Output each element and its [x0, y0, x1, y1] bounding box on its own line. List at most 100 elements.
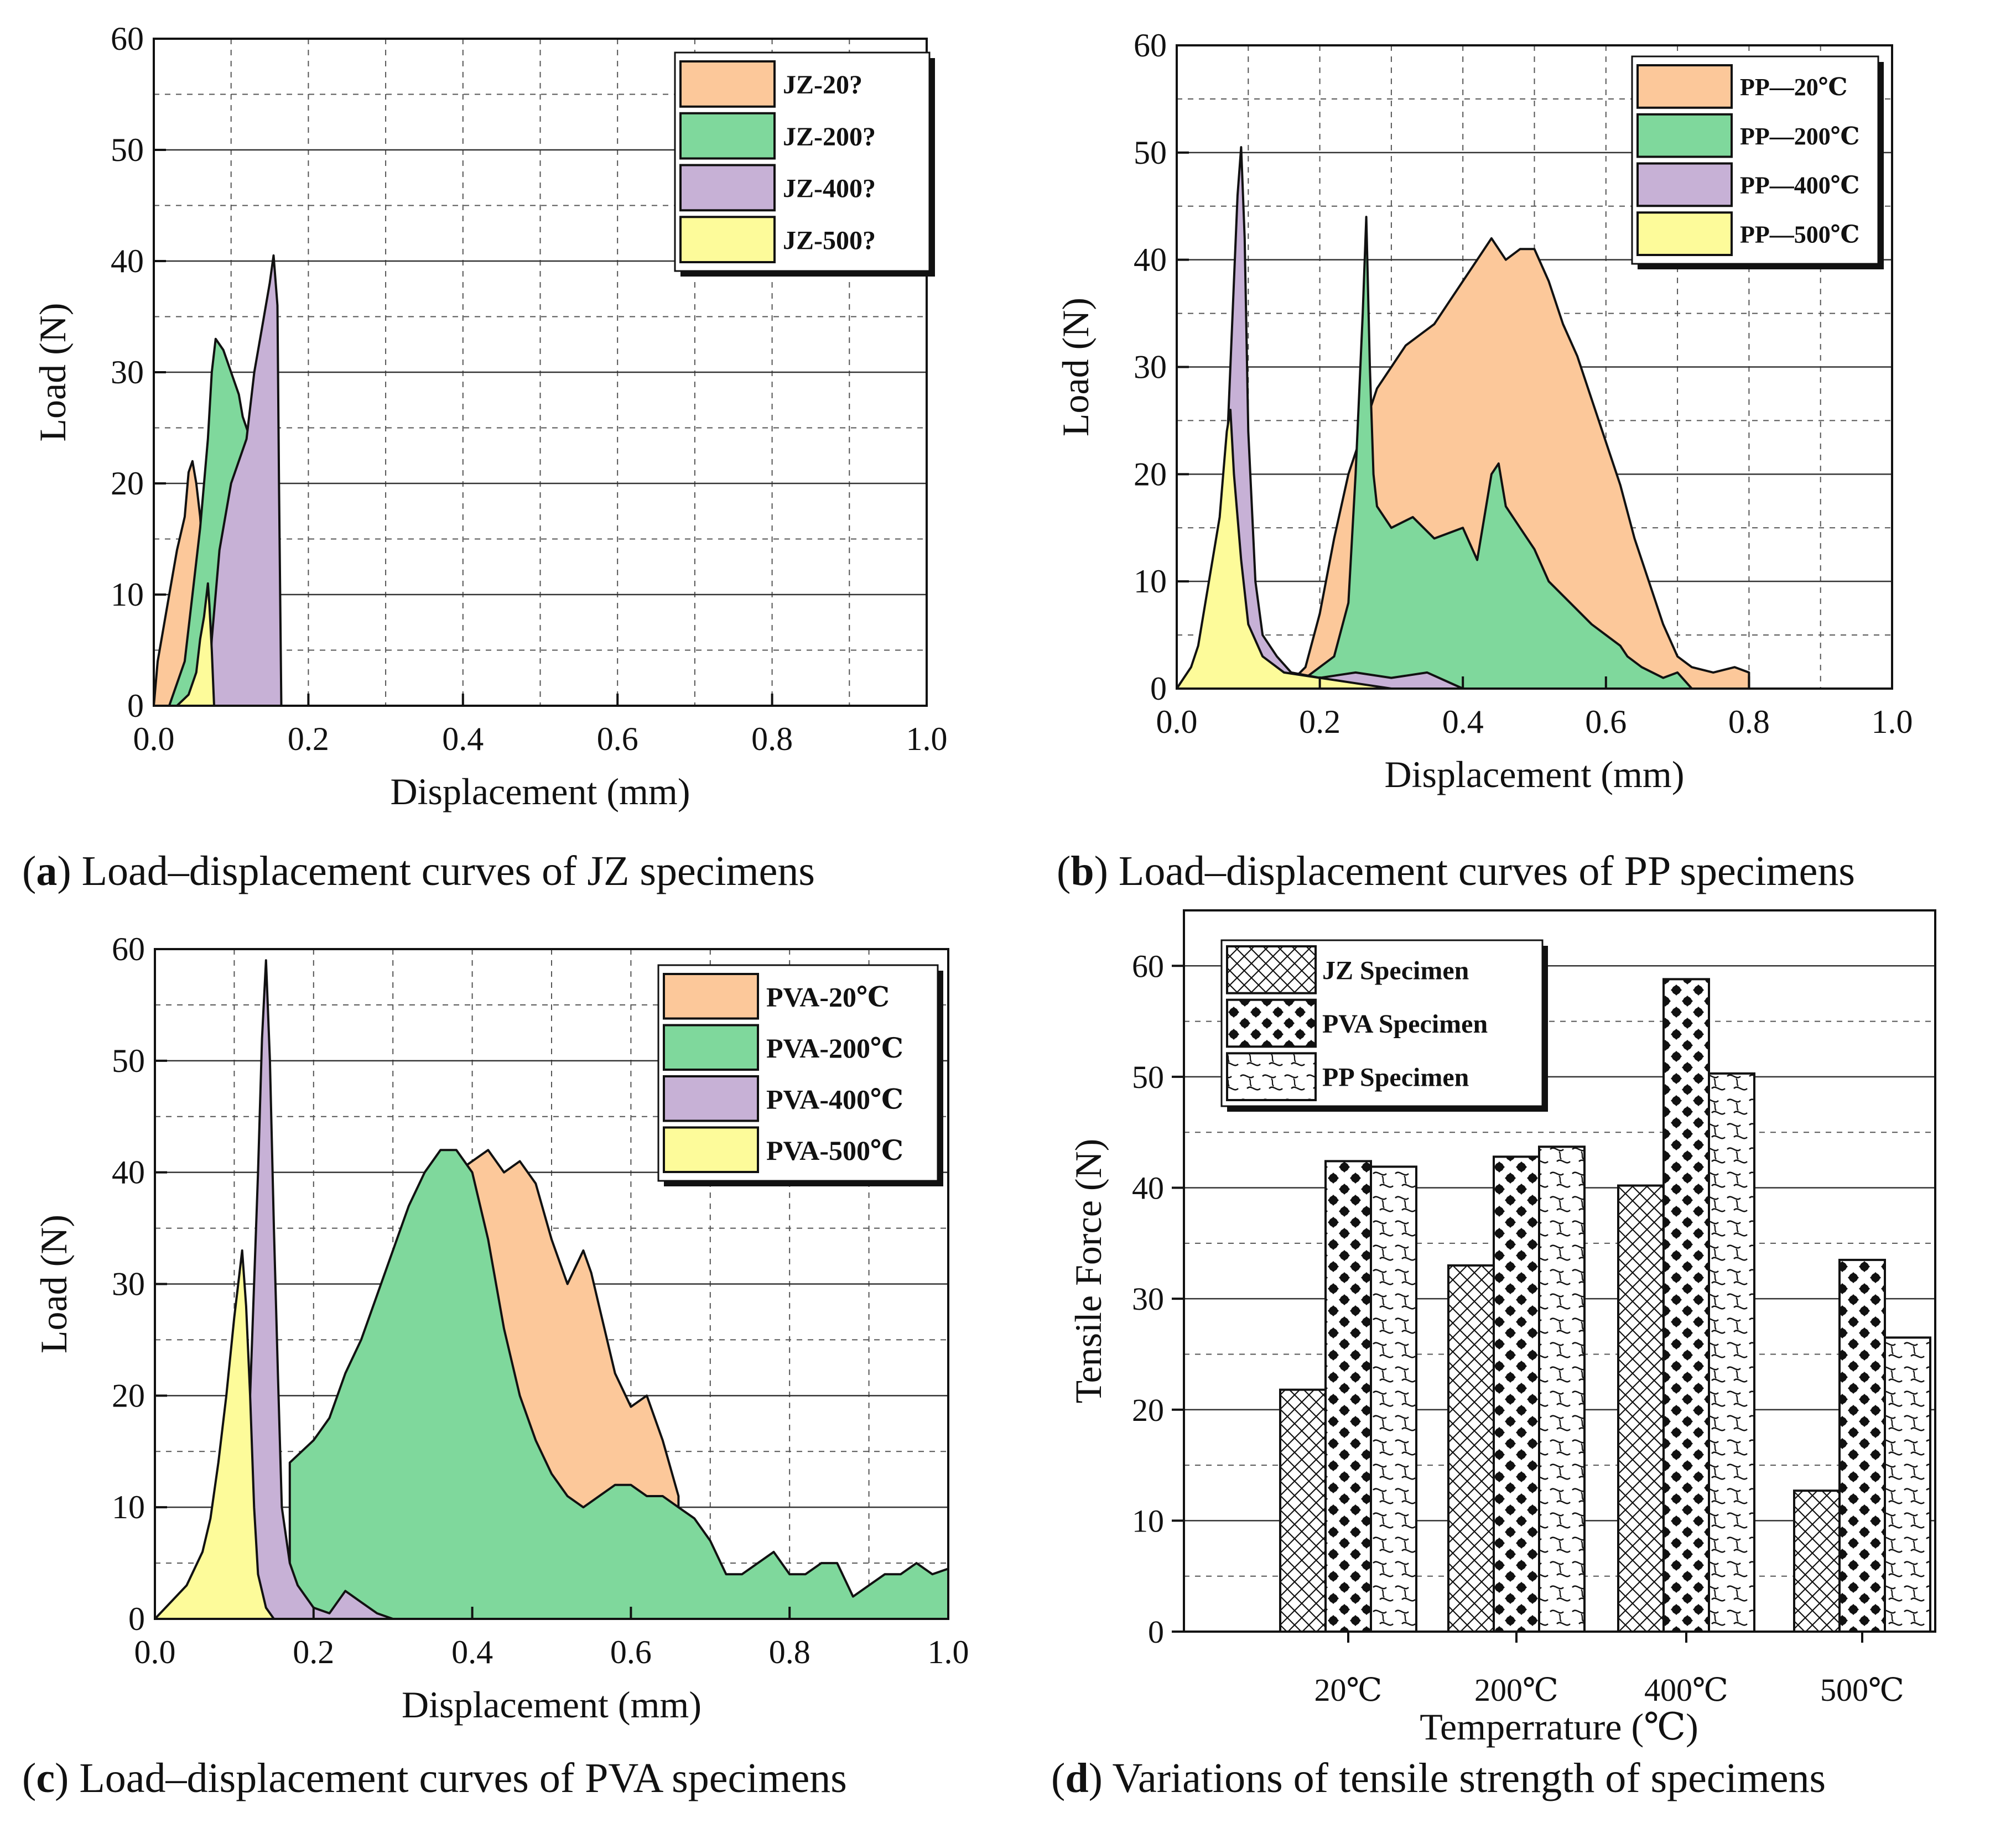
legend: JZ-20? JZ-200? JZ-400? JZ-500?: [674, 51, 935, 277]
series-group: [153, 254, 283, 707]
y-tick-label: 0: [1150, 670, 1167, 707]
x-category-label: 500℃: [1820, 1672, 1904, 1708]
series-group: [1176, 146, 1750, 690]
y-tick-label: 50: [111, 132, 144, 168]
legend-label: PVA Specimen: [1322, 1009, 1488, 1039]
axis-ticks: 0.0 0.2 0.4 0.6 0.8 1.0 0 10 20 30 40 50 60: [1134, 27, 1913, 740]
y-tick-label: 0: [127, 687, 144, 724]
bar-wave: [1538, 1145, 1586, 1633]
x-tick-label: 1.0: [928, 1634, 969, 1670]
y-tick-label: 30: [111, 354, 144, 390]
legend-swatch-purple: [679, 164, 776, 212]
legend: PVA-20℃ PVA-200℃ PVA-400℃ PVA-500℃: [657, 964, 943, 1186]
x-tick-label: 0.0: [133, 721, 175, 757]
caption-letter: a: [36, 848, 57, 894]
series-area-purple: [233, 959, 394, 1620]
x-axis-label: Displacement (mm): [1385, 753, 1685, 795]
y-tick-label: 20: [1134, 456, 1167, 492]
x-tick-label: 0.0: [134, 1634, 176, 1670]
legend-label: PP—500℃: [1740, 221, 1859, 248]
legend-swatch-purple: [663, 1075, 759, 1122]
y-tick-label: 20: [111, 465, 144, 502]
caption-paren: (: [1057, 848, 1071, 894]
y-tick-label: 10: [111, 576, 144, 613]
x-tick-label: 0.2: [1299, 704, 1340, 740]
x-tick-label: 0.6: [610, 1634, 652, 1670]
legend-swatch-crosshatch: [1226, 945, 1317, 994]
legend-swatch-orange: [663, 973, 759, 1020]
x-axis-label: Displacement (mm): [402, 1684, 702, 1726]
legend-label: JZ-500?: [783, 226, 876, 255]
bar-wave: [1884, 1336, 1931, 1633]
legend-swatch-purple: [1636, 162, 1733, 207]
y-tick-label: 60: [112, 931, 145, 967]
panel-caption: (d) Variations of tensile strength of sp…: [1051, 1755, 1826, 1801]
legend-label: PP—200℃: [1740, 123, 1859, 150]
y-tick-label: 20: [1132, 1392, 1164, 1428]
legend-swatch-dots: [1226, 998, 1317, 1048]
legend-swatch-green: [1636, 113, 1733, 158]
x-tick-label: 0.2: [293, 1634, 334, 1670]
legend-label: PP—400℃: [1740, 172, 1859, 199]
bar-dots: [1662, 978, 1710, 1633]
series-area-yellow: [154, 1249, 276, 1620]
bar-dots: [1493, 1155, 1540, 1633]
series-area-purple: [206, 254, 283, 707]
bar-crosshatch: [1617, 1184, 1665, 1633]
y-tick-label: 60: [1134, 27, 1167, 64]
x-tick-label: 0.4: [451, 1634, 493, 1670]
x-axis-label: Displacement (mm): [391, 770, 690, 812]
x-tick-label: 0.8: [769, 1634, 810, 1670]
legend-swatch-yellow: [663, 1126, 759, 1173]
legend-label: JZ-20?: [783, 70, 862, 100]
axis-ticks: 0.0 0.2 0.4 0.6 0.8 1.0 0 10 20 30 40 50 60: [111, 20, 948, 757]
panel-caption: (c) Load–displacement curves of PVA spec…: [22, 1755, 847, 1801]
legend-swatch-yellow: [679, 216, 776, 263]
legend-label: PVA-200℃: [766, 1033, 903, 1064]
x-tick-label: 0.2: [288, 721, 329, 757]
y-tick-label: 40: [1134, 242, 1167, 278]
x-category-label: 20℃: [1314, 1672, 1383, 1708]
series-group: [154, 959, 949, 1620]
legend: JZ Specimen PVA Specimen PP Specimen: [1220, 939, 1548, 1112]
x-tick-label: 0.6: [597, 721, 638, 757]
x-tick-label: 1.0: [906, 721, 948, 757]
y-tick-label: 10: [1134, 563, 1167, 600]
x-tick-label: 0.8: [751, 721, 793, 757]
y-tick-label: 50: [1134, 134, 1167, 171]
y-axis-label: Load (N): [32, 303, 74, 441]
caption-text: ) Load–displacement curves of PP specime…: [1094, 848, 1855, 894]
y-tick-label: 40: [111, 243, 144, 279]
bar-crosshatch: [1447, 1264, 1495, 1633]
panel-a-jz-load-displacement: 0.0 0.2 0.4 0.6 0.8 1.0 0 10 20 30 40 50 60 Displacem…: [22, 20, 948, 894]
y-axis-label: Load (N): [33, 1215, 75, 1353]
legend-label: JZ-400?: [783, 174, 876, 204]
y-tick-label: 40: [112, 1154, 145, 1191]
x-tick-label: 0.0: [1156, 704, 1198, 740]
legend-label: JZ Specimen: [1322, 956, 1469, 985]
y-axis-label: Tensile Force (N): [1067, 1139, 1109, 1404]
caption-text: ) Variations of tensile strength of spec…: [1089, 1755, 1826, 1801]
panel-caption: (b) Load–displacement curves of PP speci…: [1057, 848, 1855, 894]
legend-label: PVA-20℃: [766, 981, 890, 1012]
x-tick-label: 0.4: [1442, 704, 1484, 740]
panel-c-pva-load-displacement: 0.0 0.2 0.4 0.6 0.8 1.0 0 10 20 30 40 50 60 Displacem…: [22, 931, 969, 1801]
caption-text: ) Load–displacement curves of PVA specim…: [55, 1755, 847, 1801]
y-tick-label: 50: [1132, 1059, 1164, 1095]
legend-swatch-orange: [1636, 64, 1733, 109]
legend-swatch-green: [663, 1024, 759, 1071]
bars-group: [1279, 978, 1931, 1633]
x-axis-label: Temperrature (℃): [1420, 1706, 1698, 1748]
legend-label: JZ-200?: [783, 122, 876, 152]
y-tick-label: 30: [112, 1266, 145, 1303]
legend-label: PP Specimen: [1322, 1063, 1469, 1092]
x-category-label: 200℃: [1474, 1672, 1558, 1708]
legend-swatch-green: [679, 112, 776, 160]
y-tick-label: 10: [112, 1489, 145, 1525]
caption-letter: d: [1065, 1755, 1088, 1801]
y-tick-label: 60: [111, 20, 144, 57]
y-tick-label: 60: [1132, 948, 1164, 984]
caption-letter: c: [36, 1755, 55, 1801]
series-area-yellow: [175, 582, 215, 707]
